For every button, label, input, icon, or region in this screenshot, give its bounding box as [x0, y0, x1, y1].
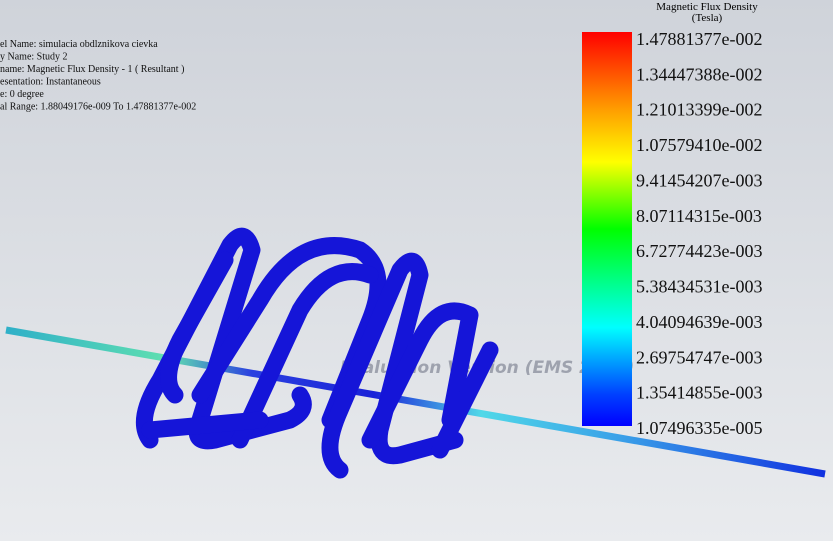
page: Evaluation Version (EMS 2018) el Name: s…	[0, 0, 833, 541]
legend-label: 1.47881377e-002	[636, 29, 762, 49]
legend-label: 2.69754747e-003	[636, 347, 762, 367]
info-line: el Name: simulacia obdlznikova cievka	[0, 39, 158, 50]
legend-label: 1.07496335e-005	[636, 418, 762, 438]
legend-label: 8.07114315e-003	[636, 206, 762, 226]
scene: Evaluation Version (EMS 2018) el Name: s…	[0, 0, 833, 541]
legend-label: 6.72774423e-003	[636, 241, 762, 261]
legend-label: 1.35414855e-003	[636, 383, 762, 403]
info-line: esentation: Instantaneous	[0, 77, 101, 88]
legend-label: 1.07579410e-002	[636, 135, 762, 155]
legend-label: 4.04094639e-003	[636, 312, 762, 332]
legend-unit: (Tesla)	[692, 12, 723, 24]
info-line: e: 0 degree	[0, 89, 44, 100]
info-line: name: Magnetic Flux Density - 1 ( Result…	[0, 64, 184, 75]
legend-label: 1.21013399e-002	[636, 100, 762, 120]
legend-label: 1.34447388e-002	[636, 64, 762, 84]
color-bar	[582, 32, 632, 426]
legend-label: 5.38434531e-003	[636, 277, 762, 297]
info-line: y Name: Study 2	[0, 52, 68, 63]
legend-label: 9.41454207e-003	[636, 170, 762, 190]
info-line: al Range: 1.88049176e-009 To 1.47881377e…	[0, 102, 196, 113]
